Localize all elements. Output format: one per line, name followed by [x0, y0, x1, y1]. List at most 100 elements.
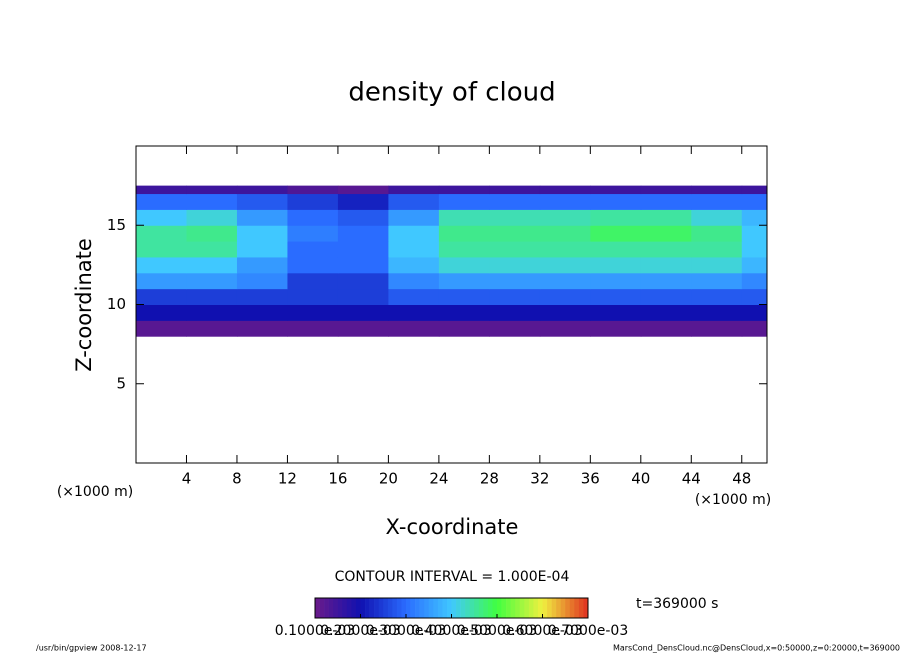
- heat-cell: [640, 304, 692, 321]
- heat-cell: [337, 225, 389, 242]
- heat-cell: [438, 241, 490, 258]
- heat-cell: [388, 256, 440, 274]
- heat-cell: [337, 185, 389, 195]
- heat-cell: [438, 320, 490, 337]
- colorbar-label: 0.5000e-03: [457, 623, 537, 639]
- heat-cell: [388, 304, 440, 321]
- heat-cell: [186, 241, 238, 258]
- colorbar-step: [446, 598, 452, 618]
- heat-cell: [287, 193, 339, 210]
- colorbar-step: [415, 598, 420, 618]
- heat-cell: [741, 241, 768, 258]
- heat-cell: [287, 288, 339, 305]
- heat-cell: [590, 288, 642, 305]
- heat-cell: [438, 209, 490, 226]
- x-tick-label: 16: [328, 470, 347, 488]
- heat-cell: [640, 288, 692, 305]
- colorbar-step: [396, 598, 402, 618]
- heat-cell: [186, 288, 238, 305]
- heat-cell: [590, 185, 642, 195]
- heat-cell: [640, 185, 692, 195]
- heat-cell: [236, 209, 288, 226]
- x-tick-label: 48: [732, 470, 751, 488]
- colorbar-step: [483, 598, 489, 618]
- heat-cell: [136, 288, 187, 305]
- heat-cell: [640, 320, 692, 337]
- heat-cell: [236, 256, 288, 274]
- heat-cell: [287, 256, 339, 274]
- heat-cell: [640, 209, 692, 226]
- colorbar-step: [528, 598, 534, 618]
- colorbar-step: [510, 598, 516, 618]
- heat-cell: [438, 193, 490, 210]
- heat-cell: [691, 272, 743, 290]
- colorbar-label: 0.6000e-03: [502, 623, 582, 639]
- heat-cell: [438, 272, 490, 290]
- colorbar-step: [437, 598, 443, 618]
- x-tick-label: 24: [429, 470, 448, 488]
- x-unit: (×1000 m): [695, 492, 771, 508]
- x-tick-label: 12: [278, 470, 297, 488]
- heat-cell: [489, 320, 541, 337]
- heat-cell: [590, 256, 642, 274]
- heat-cell: [236, 320, 288, 337]
- colorbar-step: [360, 598, 366, 618]
- heat-cell: [136, 241, 187, 258]
- heat-cell: [539, 185, 591, 195]
- y-axis-label: Z-coordinate: [72, 238, 96, 372]
- colorbar-step: [378, 598, 384, 618]
- y-tick-label: 5: [116, 374, 126, 392]
- heat-cell: [590, 320, 642, 337]
- colorbar-step: [501, 598, 507, 618]
- heat-cell: [236, 185, 288, 195]
- heat-cell: [539, 304, 591, 321]
- heat-cell: [236, 193, 288, 210]
- x-axis-label: X-coordinate: [386, 515, 519, 539]
- colorbar-step: [474, 598, 480, 618]
- heat-cell: [691, 256, 743, 274]
- heat-cell: [287, 185, 339, 195]
- heat-cell: [539, 193, 591, 210]
- colorbar-step: [560, 598, 566, 618]
- heat-cell: [691, 241, 743, 258]
- heat-cell: [337, 209, 389, 226]
- colorbar-step: [383, 598, 389, 618]
- heat-cell: [539, 209, 591, 226]
- colorbar-step: [515, 598, 521, 618]
- heat-cell: [388, 241, 440, 258]
- heat-cell: [590, 241, 642, 258]
- heat-cell: [741, 225, 768, 242]
- x-tick-label: 4: [182, 470, 192, 488]
- heat-cell: [388, 320, 440, 337]
- colorbar-step: [428, 598, 434, 618]
- colorbar-label: 0.1000e-03: [275, 623, 355, 639]
- heat-cell: [640, 256, 692, 274]
- heat-cell: [590, 193, 642, 210]
- colorbar-step: [537, 598, 543, 618]
- colorbar-step: [492, 598, 498, 618]
- heat-cell: [489, 256, 541, 274]
- heat-cell: [489, 225, 541, 242]
- heat-cell: [186, 304, 238, 321]
- heat-cell: [186, 193, 238, 210]
- heat-cell: [186, 225, 238, 242]
- heat-cell: [590, 209, 642, 226]
- colorbar-step: [465, 598, 470, 618]
- heat-cell: [337, 272, 389, 290]
- colorbar-step: [328, 598, 334, 618]
- footer-left: /usr/bin/gpview 2008-12-17: [36, 644, 147, 653]
- heat-cell: [136, 225, 187, 242]
- heat-cell: [691, 185, 743, 195]
- colorbar-step: [574, 598, 580, 618]
- heat-cell: [539, 272, 591, 290]
- colorbar-step: [533, 598, 539, 618]
- colorbar-step: [433, 598, 439, 618]
- heat-cell: [287, 225, 339, 242]
- x-tick-label: 20: [379, 470, 398, 488]
- colorbar-step: [565, 598, 571, 618]
- heat-cell: [489, 304, 541, 321]
- heat-cell: [388, 225, 440, 242]
- heat-cell: [489, 241, 541, 258]
